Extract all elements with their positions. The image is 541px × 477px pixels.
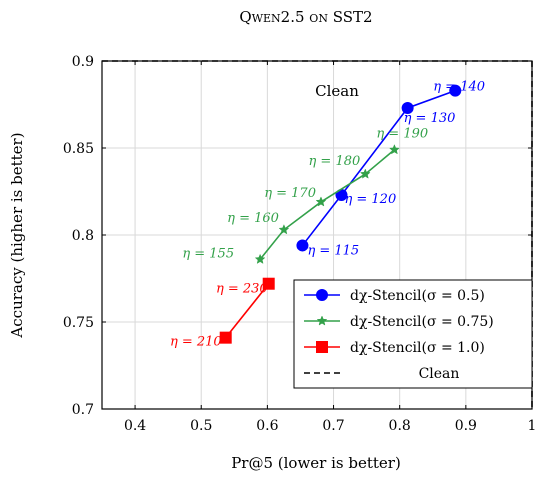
point-label: η = 130: [404, 111, 456, 126]
point-label: η = 140: [433, 80, 485, 95]
x-tick-label: 0.7: [322, 418, 344, 434]
point-label: η = 120: [344, 192, 396, 207]
point-label: η = 210: [170, 335, 222, 350]
series-layer: [219, 84, 462, 344]
point-label: η = 230: [216, 282, 268, 297]
y-tick-label: 0.8: [72, 228, 94, 244]
series-line: [301, 89, 456, 246]
point-label: η = 190: [376, 127, 428, 142]
chart-title: Qwen2.5 on SST2: [239, 8, 372, 26]
point-label: η = 170: [264, 186, 316, 201]
point-label: η = 155: [182, 246, 234, 261]
x-tick-label: 0.4: [124, 418, 146, 434]
x-tick-label: 0.9: [455, 418, 477, 434]
clean-label: Clean: [315, 82, 359, 100]
data-point: [262, 277, 275, 290]
legend-marker: [316, 289, 328, 301]
y-tick-label: 0.7: [72, 402, 94, 418]
point-label: η = 115: [307, 243, 359, 258]
x-tick-label: 1: [528, 418, 537, 434]
y-tick-label: 0.85: [63, 141, 94, 157]
data-point: [254, 253, 266, 264]
x-tick-label: 0.5: [190, 418, 212, 434]
y-axis-ticks: 0.7 0.75 0.8 0.85 0.9: [63, 54, 532, 418]
data-point: [219, 331, 232, 344]
y-axis-label: Accuracy (higher is better): [8, 132, 26, 338]
legend-label: Clean: [419, 366, 460, 382]
point-label: η = 160: [227, 211, 279, 226]
data-point: [401, 101, 414, 114]
x-axis-label: Pr@5 (lower is better): [231, 454, 401, 472]
y-tick-label: 0.9: [72, 54, 94, 70]
legend-label: dχ-Stencil(σ = 1.0): [350, 340, 485, 356]
data-point: [389, 144, 400, 155]
series-line: [225, 283, 270, 339]
legend-marker: [316, 315, 328, 326]
legend-box: [293, 279, 533, 389]
x-axis-ticks: 0.4 0.5 0.6 0.7 0.8 0.9 1: [124, 61, 537, 434]
data-point: [315, 196, 327, 207]
data-point: [449, 84, 462, 97]
x-tick-label: 0.6: [256, 418, 278, 434]
point-labels: η = 115 η = 120 η = 130 η = 140 η = 155 η = 1…: [170, 80, 485, 350]
legend-marker: [316, 341, 328, 353]
data-point: [359, 168, 371, 179]
legend-label: dχ-Stencil(σ = 0.5): [350, 288, 485, 304]
data-point: [296, 239, 309, 252]
y-tick-label: 0.75: [63, 315, 94, 331]
legend-label: dχ-Stencil(σ = 0.75): [350, 314, 494, 330]
data-point: [278, 224, 290, 235]
point-label: η = 180: [309, 154, 361, 169]
x-tick-label: 0.8: [389, 418, 411, 434]
legend: dχ-Stencil(σ = 0.5) dχ-Stencil(σ = 0.75) d…: [293, 279, 533, 389]
